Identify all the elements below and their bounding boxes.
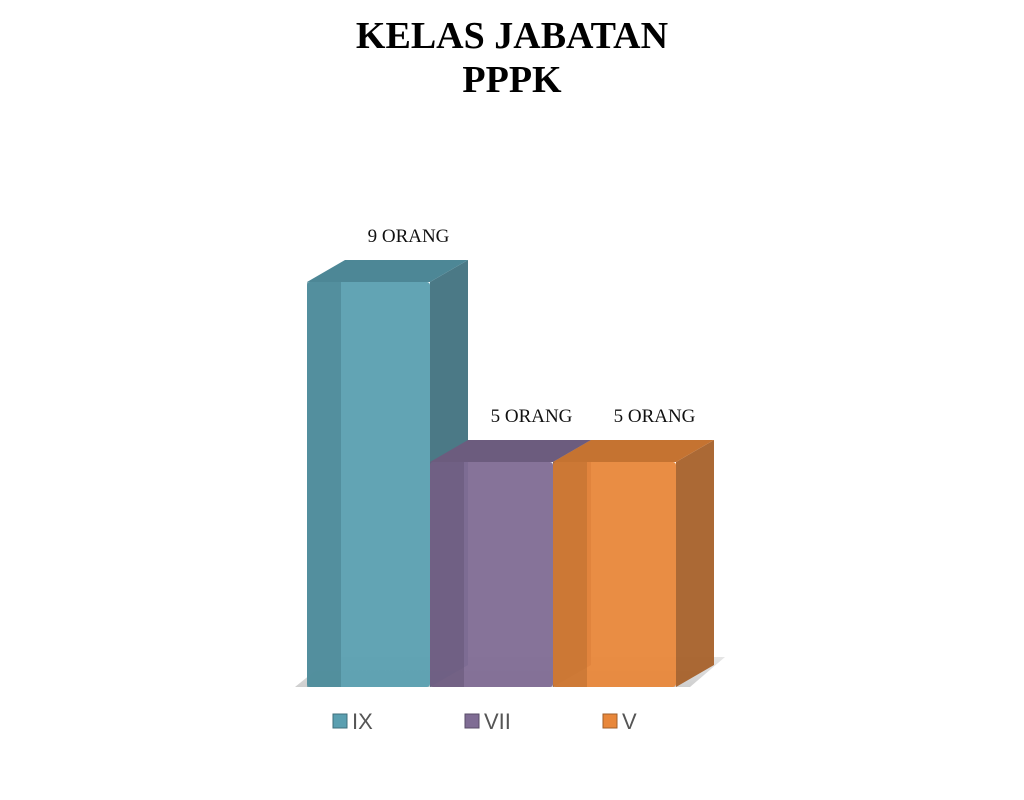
data-label: 5 ORANG	[491, 406, 573, 427]
bar-edge	[307, 282, 341, 687]
legend-swatch	[332, 713, 348, 729]
plot-area: 9 ORANG 5 ORANG 5 ORANG	[307, 226, 714, 687]
bar-top	[307, 260, 468, 282]
chart-title: KELAS JABATAN	[356, 15, 668, 57]
data-label: 5 ORANG	[614, 406, 696, 427]
legend: IX VII V	[332, 709, 637, 734]
bar-edge	[430, 462, 464, 687]
data-label: 9 ORANG	[368, 226, 450, 247]
legend-label: VII	[484, 709, 511, 734]
legend-label: IX	[352, 709, 373, 734]
legend-swatch	[464, 713, 480, 729]
bar-edge	[553, 462, 587, 687]
legend-label: V	[622, 709, 637, 734]
chart-title: PPPK	[462, 59, 562, 101]
bar-side	[676, 440, 714, 687]
bar-top	[430, 440, 591, 462]
bar-top	[553, 440, 714, 462]
legend-swatch	[602, 713, 618, 729]
